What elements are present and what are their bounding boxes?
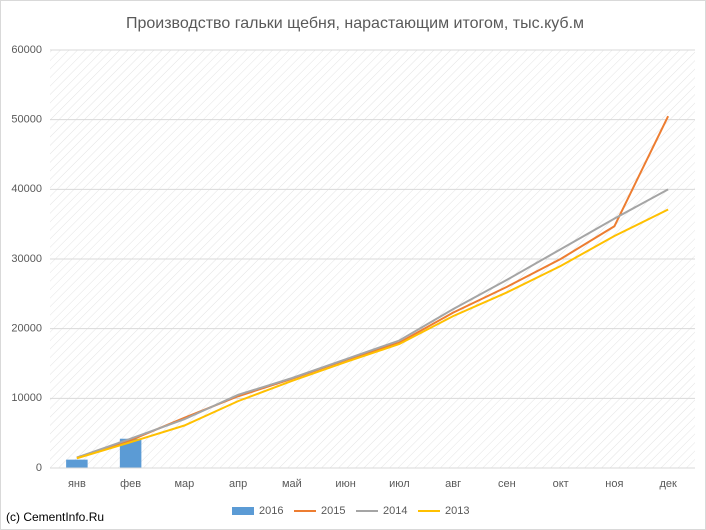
x-tick-label: апр: [229, 478, 247, 490]
y-tick-label: 40000: [11, 183, 42, 195]
x-tick-label: май: [282, 478, 302, 490]
bar: [66, 459, 88, 468]
x-tick-label: авг: [445, 478, 461, 490]
y-tick-label: 0: [36, 462, 42, 474]
x-tick-label: июл: [389, 478, 410, 490]
legend-label: 2015: [321, 505, 345, 517]
y-tick-label: 20000: [11, 323, 42, 335]
x-tick-label: июн: [335, 478, 355, 490]
legend-label: 2013: [445, 505, 469, 517]
chart-title: Производство гальки щебня, нарастающим и…: [126, 15, 584, 32]
x-tick-label: окт: [553, 478, 569, 490]
y-tick-label: 60000: [11, 44, 42, 56]
y-tick-label: 30000: [11, 253, 42, 265]
x-tick-label: фев: [120, 478, 141, 490]
y-tick-label: 50000: [11, 114, 42, 126]
x-tick-label: мар: [174, 478, 194, 490]
legend-swatch: [232, 507, 254, 515]
legend-label: 2014: [383, 505, 407, 517]
x-tick-label: дек: [659, 478, 677, 490]
watermark: (c) CementInfo.Ru: [6, 510, 104, 524]
y-tick-label: 10000: [11, 392, 42, 404]
bar: [119, 438, 142, 468]
legend-label: 2016: [259, 505, 283, 517]
x-tick-label: сен: [498, 478, 516, 490]
line: [76, 188, 669, 459]
x-tick-label: янв: [68, 478, 86, 490]
x-tick-label: ноя: [605, 478, 623, 490]
line: [76, 208, 669, 460]
